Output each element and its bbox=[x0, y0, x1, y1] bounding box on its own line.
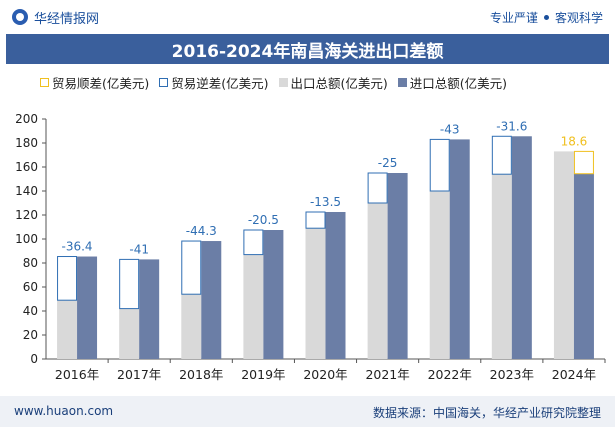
chart-legend: 贸易顺差(亿美元) 贸易逆差(亿美元) 出口总额(亿美元) 进口总额(亿美元) bbox=[40, 73, 507, 92]
legend-swatch-import bbox=[397, 78, 407, 87]
x-tick-label: 2018年 bbox=[179, 367, 223, 382]
balance-data-label: -41 bbox=[129, 242, 149, 256]
tagline-professional: 专业严谨 bbox=[489, 10, 538, 25]
y-tick-label: 200 bbox=[15, 112, 38, 126]
footer-band bbox=[0, 396, 615, 427]
top-bar: 华经情报网 专业严谨 客观科学 bbox=[0, 0, 615, 34]
legend-swatch-deficit bbox=[159, 78, 169, 87]
export-bar bbox=[181, 294, 202, 359]
balance-data-label: -25 bbox=[378, 156, 398, 170]
tagline-objective: 客观科学 bbox=[554, 10, 603, 25]
footer-website[interactable]: www.huaon.com bbox=[14, 404, 114, 418]
surplus-box bbox=[573, 150, 594, 175]
deficit-box bbox=[491, 135, 512, 175]
legend-label-import: 进口总额(亿美元) bbox=[409, 76, 508, 91]
brand[interactable]: 华经情报网 bbox=[12, 8, 99, 27]
legend-swatch-surplus bbox=[40, 78, 49, 87]
y-tick-label: 180 bbox=[15, 136, 38, 150]
legend-label-surplus: 贸易顺差(亿美元) bbox=[52, 76, 150, 91]
y-tick-label: 80 bbox=[23, 256, 38, 270]
x-tick-label: 2024年 bbox=[552, 367, 596, 382]
legend-item-import: 进口总额(亿美元) bbox=[397, 73, 508, 92]
x-tick-label: 2016年 bbox=[55, 367, 99, 382]
export-bar bbox=[243, 254, 264, 359]
y-tick-label: 40 bbox=[23, 304, 38, 318]
bullet-dot-icon bbox=[543, 14, 549, 20]
balance-data-label: -13.5 bbox=[310, 195, 341, 209]
deficit-box bbox=[243, 229, 264, 256]
import-bar bbox=[511, 136, 532, 359]
export-bar bbox=[305, 228, 326, 359]
import-bar bbox=[573, 173, 594, 359]
export-bar bbox=[119, 308, 140, 359]
balance-data-label: -44.3 bbox=[186, 224, 217, 238]
deficit-box bbox=[305, 211, 326, 229]
legend-label-export: 出口总额(亿美元) bbox=[290, 76, 388, 91]
x-tick-label: 2021年 bbox=[365, 367, 409, 382]
x-tick-label: 2022年 bbox=[428, 367, 472, 382]
balance-data-label: -43 bbox=[440, 122, 460, 136]
deficit-box bbox=[367, 172, 388, 204]
import-bar bbox=[77, 256, 98, 359]
chart-title: 2016-2024年南昌海关进出口差额 bbox=[6, 34, 609, 64]
legend-item-export: 出口总额(亿美元) bbox=[278, 73, 388, 92]
x-tick-label: 2023年 bbox=[490, 367, 534, 382]
export-bar bbox=[491, 174, 512, 359]
y-tick-label: 140 bbox=[15, 184, 38, 198]
y-tick-label: 20 bbox=[23, 328, 38, 342]
balance-data-label: -20.5 bbox=[248, 213, 279, 227]
huajing-logo-icon bbox=[12, 9, 28, 25]
bar-chart: 0 20 40 60 80 100 120 140 160 180 200 2016年 -36.4 201… bbox=[15, 112, 606, 382]
x-tick-label: 2017年 bbox=[117, 367, 161, 382]
x-tick-label: 2020年 bbox=[303, 367, 347, 382]
import-bar bbox=[325, 212, 346, 359]
export-bar bbox=[57, 300, 78, 359]
legend-item-surplus: 贸易顺差(亿美元) bbox=[40, 73, 149, 92]
export-bar bbox=[553, 151, 574, 359]
deficit-box bbox=[181, 240, 202, 295]
legend-swatch-export bbox=[278, 78, 288, 87]
export-bar bbox=[367, 203, 388, 359]
y-tick-label: 60 bbox=[23, 280, 38, 294]
import-bar bbox=[263, 230, 284, 359]
balance-data-label: -31.6 bbox=[496, 119, 527, 133]
deficit-box bbox=[429, 138, 450, 192]
legend-item-deficit: 贸易逆差(亿美元) bbox=[159, 73, 269, 92]
import-bar bbox=[449, 139, 470, 359]
deficit-box bbox=[57, 256, 78, 301]
import-bar bbox=[387, 173, 408, 359]
tagline: 专业严谨 客观科学 bbox=[490, 9, 603, 26]
legend-label-deficit: 贸易逆差(亿美元) bbox=[171, 76, 269, 91]
deficit-box bbox=[119, 258, 140, 310]
y-tick-label: 120 bbox=[15, 208, 38, 222]
y-tick-label: 0 bbox=[30, 352, 38, 366]
import-bar bbox=[201, 241, 222, 359]
brand-name: 华经情报网 bbox=[34, 11, 100, 27]
export-bar bbox=[429, 191, 450, 359]
y-tick-label: 100 bbox=[15, 232, 38, 246]
y-tick-label: 160 bbox=[15, 160, 38, 174]
balance-data-label: 18.6 bbox=[561, 134, 588, 148]
import-bar bbox=[139, 259, 160, 359]
balance-data-label: -36.4 bbox=[62, 240, 93, 254]
x-tick-label: 2019年 bbox=[241, 367, 285, 382]
footer-source: 数据来源：中国海关，华经产业研究院整理 bbox=[372, 406, 601, 420]
